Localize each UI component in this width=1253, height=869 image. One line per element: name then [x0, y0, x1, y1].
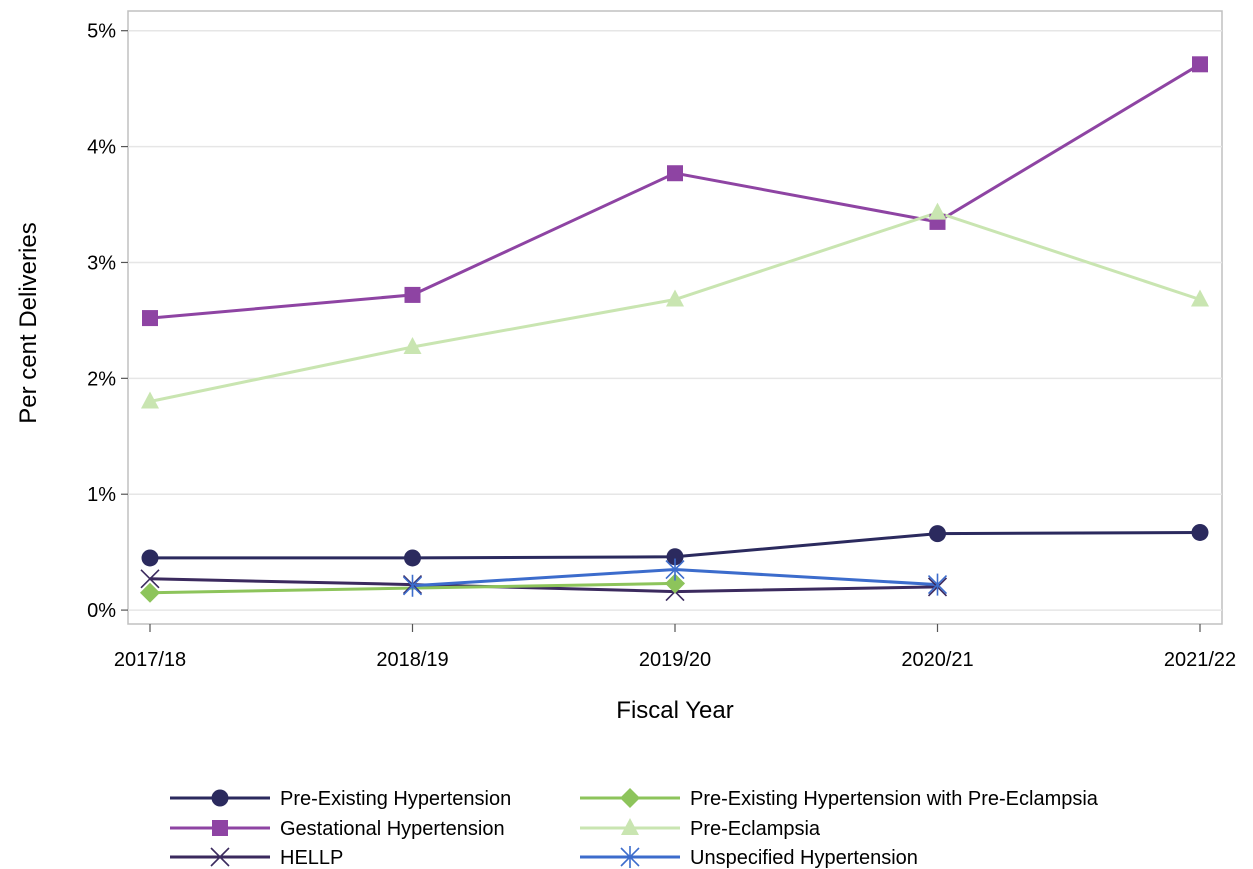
data-point-s3-2	[665, 573, 685, 594]
data-point-s4-3	[928, 202, 947, 220]
series-line-4	[149, 211, 1201, 403]
series-lines	[149, 63, 1201, 595]
x-tick-label: 2019/20	[639, 649, 711, 671]
legend-label: Pre-Existing Hypertension with Pre-Eclam…	[690, 788, 1099, 810]
y-axis-title: Per cent Deliveries	[15, 222, 42, 423]
legend-item: Pre-Existing Hypertension with Pre-Eclam…	[580, 788, 1099, 810]
legend-item: Pre-Existing Hypertension	[170, 788, 511, 810]
legend-label: Unspecified Hypertension	[690, 847, 918, 869]
x-tick-label: 2017/18	[114, 649, 186, 671]
legend-marker	[620, 846, 640, 868]
data-point-s5-1	[402, 574, 423, 597]
y-tick-label: 0%	[87, 600, 116, 622]
y-tick-label: 4%	[87, 137, 116, 159]
series-markers	[140, 56, 1209, 603]
data-point-s1-4	[1192, 56, 1208, 73]
legend-marker	[210, 847, 230, 867]
series-line-1	[149, 63, 1201, 320]
data-point-s0-0	[141, 549, 159, 567]
y-tick-label: 1%	[87, 484, 116, 506]
legend-item: Pre-Eclampsia	[580, 818, 821, 840]
data-point-s0-1	[404, 549, 421, 567]
legend: Pre-Existing Hypertension Gestational Hyp…	[170, 788, 1099, 869]
legend-label: Gestational Hypertension	[280, 818, 505, 840]
data-point-s5-3	[927, 573, 948, 596]
y-tick-label: 2%	[87, 368, 116, 390]
data-point-s1-2	[667, 165, 683, 182]
data-point-s4-0	[141, 391, 159, 409]
x-tick-label: 2021/22	[1164, 649, 1236, 671]
legend-item: Unspecified Hypertension	[580, 846, 918, 869]
legend-marker	[621, 818, 639, 835]
data-point-s0-2	[666, 548, 684, 566]
data-point-s2-0	[140, 569, 160, 589]
data-point-s3-0	[140, 582, 160, 603]
x-tick-label: 2018/19	[376, 649, 448, 671]
data-point-s4-2	[666, 289, 684, 307]
data-point-s1-1	[404, 286, 421, 303]
legend-label: Pre-Existing Hypertension	[280, 788, 511, 810]
legend-label: HELLP	[280, 847, 343, 869]
legend-item: Gestational Hypertension	[170, 818, 505, 840]
legend-label: Pre-Eclampsia	[690, 818, 821, 840]
gridlines	[128, 29, 1222, 611]
axes: 0% 1% 2% 3% 4% 5% 2017/18 2018/19 2019/20 2020/21…	[87, 21, 1236, 671]
y-tick-label: 3%	[87, 252, 116, 274]
legend-marker	[620, 788, 640, 808]
series-line-2	[149, 577, 938, 594]
legend-item: HELLP	[170, 847, 343, 869]
y-tick-label: 5%	[87, 21, 116, 43]
x-axis-title: Fiscal Year	[616, 697, 733, 724]
legend-marker	[211, 789, 229, 807]
data-point-s0-3	[929, 525, 946, 543]
data-point-s4-1	[403, 337, 422, 355]
data-point-s4-4	[1191, 289, 1209, 307]
legend-marker	[212, 820, 228, 836]
x-tick-label: 2020/21	[901, 649, 973, 671]
data-point-s0-4	[1191, 523, 1209, 541]
data-point-s1-0	[142, 310, 158, 327]
data-point-s5-2	[665, 558, 685, 581]
